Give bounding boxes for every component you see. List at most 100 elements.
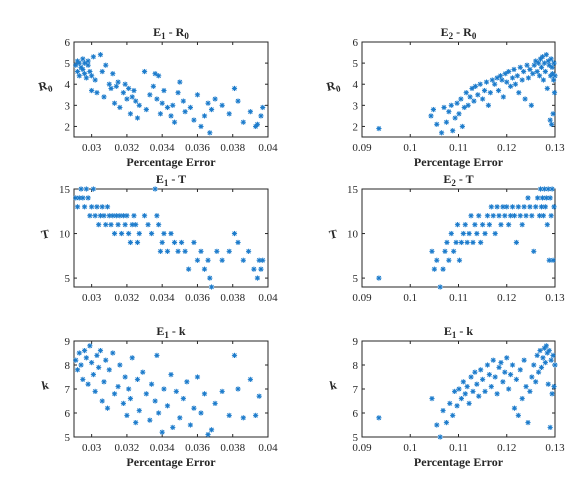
data-point bbox=[458, 239, 464, 246]
data-point bbox=[440, 408, 446, 414]
data-point bbox=[96, 222, 102, 228]
data-point bbox=[492, 374, 498, 380]
data-point bbox=[106, 367, 112, 373]
data-point bbox=[442, 248, 448, 254]
data-point bbox=[80, 56, 86, 62]
y-tick-label: 5 bbox=[65, 58, 71, 70]
data-point bbox=[534, 68, 540, 75]
x-tick-label: 0.09 bbox=[352, 292, 372, 304]
data-point bbox=[127, 239, 134, 246]
data-point bbox=[90, 186, 96, 192]
data-point bbox=[106, 81, 112, 87]
data-point bbox=[508, 372, 514, 378]
data-point bbox=[492, 230, 498, 237]
x-tick-label: 0.04 bbox=[258, 292, 278, 304]
data-point bbox=[147, 417, 153, 423]
data-point bbox=[247, 109, 253, 115]
data-point bbox=[194, 92, 201, 98]
x-tick-label: 0.034 bbox=[150, 142, 175, 154]
data-point bbox=[499, 77, 505, 83]
data-point bbox=[205, 257, 211, 263]
data-point bbox=[522, 96, 528, 102]
y-tick-label: 4 bbox=[65, 79, 71, 91]
data-point bbox=[143, 391, 149, 397]
x-tick-label: 0.12 bbox=[497, 442, 516, 454]
data-point bbox=[212, 96, 218, 102]
data-point bbox=[149, 230, 155, 237]
data-point bbox=[141, 68, 148, 75]
data-point bbox=[83, 186, 89, 192]
data-point bbox=[496, 213, 502, 219]
data-point bbox=[547, 117, 553, 123]
data-point bbox=[430, 106, 437, 113]
data-point bbox=[103, 222, 109, 228]
data-point bbox=[117, 362, 123, 368]
data-point bbox=[511, 405, 518, 411]
data-point bbox=[549, 64, 555, 70]
data-point bbox=[157, 248, 164, 254]
x-tick-label: 0.13 bbox=[545, 442, 565, 454]
data-point bbox=[258, 266, 264, 272]
data-point bbox=[129, 94, 135, 100]
data-point bbox=[81, 71, 88, 77]
data-point bbox=[472, 222, 478, 228]
data-point bbox=[117, 104, 123, 111]
data-point bbox=[434, 121, 440, 127]
data-point bbox=[478, 239, 484, 246]
data-point bbox=[256, 257, 262, 263]
x-tick-label: 0.032 bbox=[115, 292, 140, 304]
data-point bbox=[452, 388, 458, 394]
data-point bbox=[136, 102, 142, 108]
data-point bbox=[92, 213, 98, 219]
data-point bbox=[472, 83, 478, 89]
data-point bbox=[161, 386, 167, 392]
data-point bbox=[484, 362, 491, 368]
axes-box bbox=[73, 188, 269, 288]
data-point bbox=[156, 73, 162, 79]
subplot-title: E1 - k bbox=[156, 324, 186, 340]
data-point bbox=[207, 275, 213, 281]
y-tick-label: 10 bbox=[59, 229, 71, 241]
data-point bbox=[549, 391, 555, 397]
data-point bbox=[534, 352, 540, 358]
data-point bbox=[81, 348, 88, 354]
data-point bbox=[440, 266, 446, 272]
x-tick-label: 0.036 bbox=[185, 142, 210, 154]
data-point bbox=[546, 62, 552, 68]
data-point bbox=[535, 60, 542, 66]
data-point bbox=[219, 257, 225, 263]
subplot-title: E1 - T bbox=[156, 172, 186, 188]
data-point bbox=[101, 379, 107, 385]
data-point bbox=[115, 384, 121, 390]
data-point bbox=[540, 77, 547, 83]
axes-box bbox=[361, 41, 556, 138]
data-point bbox=[439, 130, 445, 136]
data-point bbox=[76, 73, 82, 79]
data-point bbox=[235, 239, 241, 246]
data-point bbox=[512, 81, 519, 87]
y-axis-label: R0 bbox=[325, 77, 342, 95]
data-point bbox=[376, 125, 382, 132]
x-tick-label: 0.03 bbox=[82, 292, 102, 304]
data-point bbox=[471, 98, 477, 104]
data-point bbox=[467, 94, 473, 100]
data-point bbox=[474, 230, 480, 237]
data-point bbox=[205, 432, 211, 438]
data-point bbox=[94, 90, 100, 96]
data-point bbox=[122, 222, 128, 228]
x-tick-label: 0.034 bbox=[150, 292, 175, 304]
data-point bbox=[168, 113, 174, 119]
data-point bbox=[509, 75, 516, 81]
data-point bbox=[486, 222, 492, 228]
data-point bbox=[434, 422, 440, 428]
x-tick-label: 0.11 bbox=[449, 292, 468, 304]
data-point bbox=[258, 113, 264, 119]
x-tick-label: 0.13 bbox=[545, 142, 565, 154]
x-tick-label: 0.04 bbox=[258, 442, 278, 454]
y-axis-label: T bbox=[328, 226, 339, 241]
data-point bbox=[506, 68, 512, 75]
data-point bbox=[115, 222, 121, 228]
data-point bbox=[208, 284, 215, 290]
y-axis-label: T bbox=[40, 226, 51, 241]
data-point bbox=[85, 381, 91, 387]
